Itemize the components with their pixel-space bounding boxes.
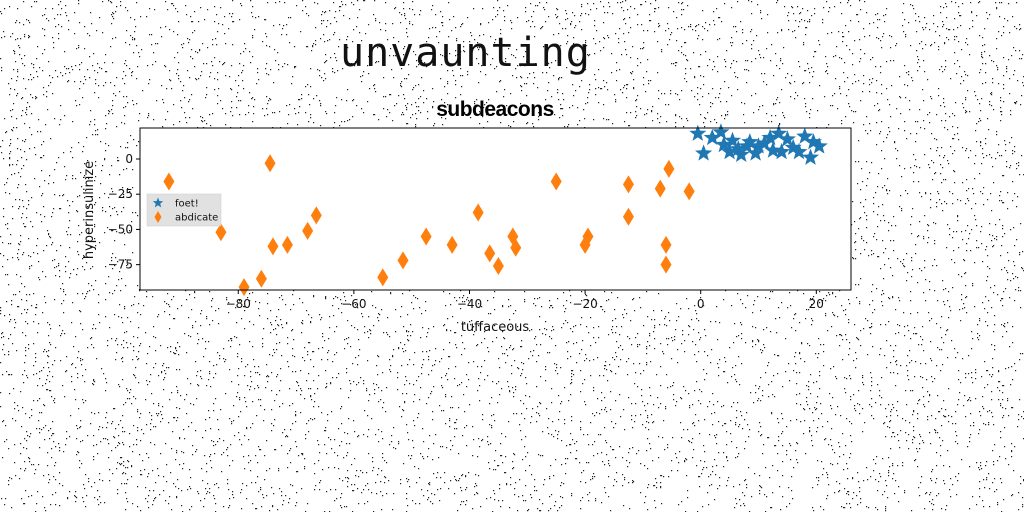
x-tick-label: −40 [457, 297, 482, 311]
plot-markers [140, 123, 851, 296]
x-tick-label: −20 [572, 297, 597, 311]
x-tick-label: 20 [809, 297, 824, 311]
y-tick-label: −25 [108, 187, 133, 201]
y-tick-label: −50 [108, 222, 133, 236]
x-axis-label: tuffaceous [461, 320, 530, 335]
legend: foet! abdicate [147, 194, 221, 226]
x-tick-label: 0 [697, 297, 705, 311]
legend-label: abdicate [175, 213, 218, 224]
x-tick-label: −60 [341, 297, 366, 311]
x-tick-label: −80 [226, 297, 251, 311]
y-axis-label: hyperinsulinize [82, 161, 97, 259]
y-tick-label: −75 [108, 258, 133, 272]
legend-label: foet! [175, 199, 199, 210]
x-axis: −80 −60 −40 −20 0 20 [226, 290, 824, 311]
y-axis: 0 −25 −50 −75 [108, 152, 140, 272]
y-tick-label: 0 [125, 152, 133, 166]
